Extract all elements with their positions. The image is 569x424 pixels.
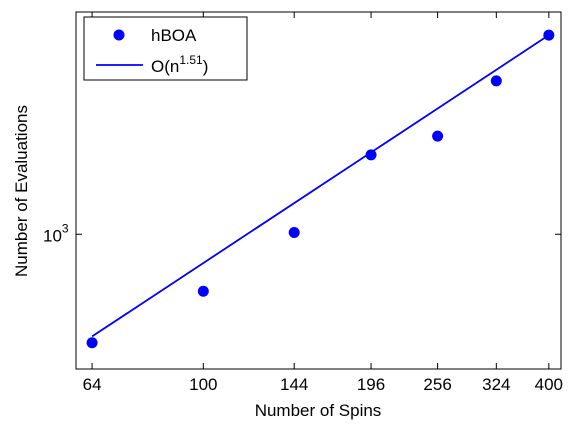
axis-ticks: 64 100 144 196 256 324 400 103 xyxy=(43,12,563,394)
legend-label-fit-tail: ) xyxy=(203,57,209,76)
y-axis-label: Number of Evaluations xyxy=(12,105,31,277)
x-tick-label: 100 xyxy=(189,375,217,394)
data-point xyxy=(288,227,300,239)
y-tick-label: 103 xyxy=(43,221,69,245)
data-point xyxy=(197,285,209,297)
data-point xyxy=(543,29,555,41)
data-point xyxy=(432,130,444,142)
legend: hBOA O(n1.51) xyxy=(83,16,248,81)
x-tick-label: 400 xyxy=(535,375,563,394)
legend-label-fit-base: O(n xyxy=(151,57,179,76)
x-tick-label: 196 xyxy=(357,375,385,394)
fit-line xyxy=(91,34,550,338)
legend-marker-hbo xyxy=(113,29,125,41)
data-marks xyxy=(86,29,555,349)
x-tick-label: 256 xyxy=(423,375,451,394)
data-point xyxy=(490,75,502,87)
x-axis-label: Number of Spins xyxy=(255,401,382,420)
legend-label-fit: O(n1.51) xyxy=(151,53,208,76)
data-point xyxy=(365,149,377,161)
legend-box xyxy=(83,16,248,81)
data-point xyxy=(86,337,98,349)
x-tick-label: 324 xyxy=(482,375,510,394)
legend-label-hboa: hBOA xyxy=(151,26,197,45)
x-tick-label: 64 xyxy=(83,375,102,394)
plot-area-frame xyxy=(75,11,562,370)
x-tick-label: 144 xyxy=(280,375,308,394)
legend-label-fit-exp: 1.51 xyxy=(179,53,203,67)
